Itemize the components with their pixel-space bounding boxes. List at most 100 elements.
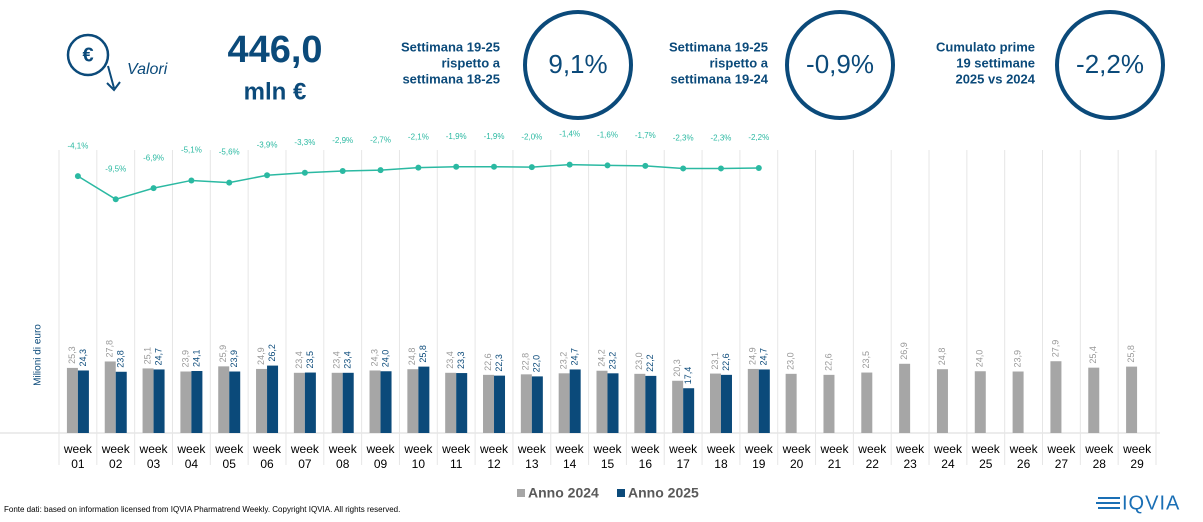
bar bbox=[683, 388, 695, 433]
data-label: 23,3 bbox=[456, 352, 466, 370]
kpi-label: Cumulato prime bbox=[936, 39, 1035, 54]
bar bbox=[1088, 367, 1100, 433]
data-label: 24,7 bbox=[570, 348, 580, 366]
bar bbox=[418, 366, 430, 433]
bar bbox=[1126, 366, 1138, 433]
line-point bbox=[566, 161, 573, 168]
data-label: 25,8 bbox=[418, 345, 428, 363]
bar bbox=[1012, 371, 1024, 433]
line-point bbox=[604, 162, 611, 169]
x-tick-label: week 23 bbox=[895, 442, 925, 471]
data-label: 23,9 bbox=[1012, 350, 1022, 368]
x-tick-label: week 26 bbox=[1009, 442, 1039, 471]
line-point bbox=[112, 196, 119, 203]
bar bbox=[256, 368, 268, 433]
data-label: -1,6% bbox=[597, 131, 618, 140]
bar bbox=[293, 372, 305, 433]
x-tick-label: week 03 bbox=[139, 442, 169, 471]
data-label: 27,8 bbox=[105, 340, 115, 358]
bar bbox=[369, 370, 381, 433]
bar bbox=[823, 374, 835, 433]
bar bbox=[747, 368, 759, 433]
data-label: 24,7 bbox=[153, 348, 163, 366]
data-label: 25,9 bbox=[218, 345, 228, 363]
bar bbox=[142, 368, 154, 433]
x-tick-label: week 28 bbox=[1084, 442, 1114, 471]
data-label: 23,9 bbox=[229, 350, 239, 368]
line-point bbox=[188, 177, 195, 184]
data-label: 24,0 bbox=[380, 350, 390, 368]
kpi-label: Settimana 19-25 bbox=[669, 39, 768, 54]
line-point bbox=[453, 163, 460, 170]
bar bbox=[709, 373, 721, 433]
line-point bbox=[491, 163, 498, 170]
bar bbox=[407, 369, 419, 433]
data-label: 23,1 bbox=[710, 352, 720, 370]
bar bbox=[267, 365, 279, 433]
logo-lines bbox=[1096, 497, 1120, 509]
bar bbox=[153, 369, 165, 433]
bar bbox=[494, 375, 506, 433]
bar bbox=[785, 373, 797, 433]
data-label: 23,4 bbox=[445, 351, 455, 369]
bar bbox=[1050, 361, 1062, 433]
x-tick-label: week 22 bbox=[857, 442, 887, 471]
data-label: 24,8 bbox=[937, 348, 947, 366]
data-label: 25,3 bbox=[67, 346, 77, 364]
data-label: 23,4 bbox=[343, 351, 353, 369]
x-tick-label: week 10 bbox=[403, 442, 433, 471]
bar bbox=[936, 369, 948, 433]
down-arrow bbox=[106, 65, 121, 92]
logo: IQVIA bbox=[1096, 492, 1179, 514]
data-label: 26,9 bbox=[899, 342, 909, 360]
data-label: 25,4 bbox=[1088, 346, 1098, 364]
bar bbox=[607, 373, 619, 433]
data-label: -6,9% bbox=[143, 153, 164, 162]
data-label: -2,9% bbox=[332, 136, 353, 145]
data-label: 24,9 bbox=[256, 347, 266, 365]
data-label: 22,6 bbox=[483, 353, 493, 371]
legend: Anno 2024 Anno 2025 bbox=[517, 485, 699, 501]
data-label: 22,6 bbox=[721, 353, 731, 371]
bar bbox=[331, 372, 343, 433]
data-label: 24,0 bbox=[975, 350, 985, 368]
bar bbox=[66, 367, 78, 433]
kpi-label: Settimana 19-25 bbox=[401, 39, 500, 54]
x-tick-label: week 20 bbox=[782, 442, 812, 471]
data-label: 23,4 bbox=[294, 351, 304, 369]
bar bbox=[115, 371, 127, 433]
bar bbox=[899, 363, 911, 433]
line-point bbox=[528, 164, 535, 171]
x-tick-label: week 27 bbox=[1046, 442, 1076, 471]
line-point bbox=[755, 165, 762, 172]
data-label: 22,3 bbox=[494, 354, 504, 372]
bar bbox=[218, 366, 230, 433]
bar bbox=[304, 372, 316, 433]
y-axis-label: Milioni di euro bbox=[33, 324, 44, 386]
x-tick-label: week 05 bbox=[214, 442, 244, 471]
data-label: 23,9 bbox=[180, 350, 190, 368]
legend-label: Anno 2025 bbox=[628, 485, 699, 501]
data-label: 23,4 bbox=[332, 351, 342, 369]
bar bbox=[672, 380, 684, 433]
data-label: 23,8 bbox=[116, 350, 126, 368]
bar bbox=[861, 372, 873, 433]
x-tick-label: week 24 bbox=[933, 442, 963, 471]
line-point bbox=[150, 185, 157, 192]
bar bbox=[596, 370, 608, 433]
data-label: 23,5 bbox=[305, 351, 315, 369]
x-tick-label: week 14 bbox=[555, 442, 585, 471]
kpi-label: 19 settimane bbox=[956, 55, 1035, 70]
data-label: -2,2% bbox=[748, 133, 769, 142]
x-tick-label: week 07 bbox=[290, 442, 320, 471]
data-label: 22,0 bbox=[532, 355, 542, 373]
data-label: -2,3% bbox=[711, 134, 732, 143]
data-label: 24,8 bbox=[407, 348, 417, 366]
kpi-circle bbox=[785, 10, 895, 120]
data-label: 20,3 bbox=[672, 359, 682, 377]
line-point bbox=[680, 165, 687, 172]
x-tick-label: week 15 bbox=[592, 442, 622, 471]
data-label: 23,0 bbox=[634, 352, 644, 370]
bar bbox=[191, 370, 203, 433]
x-tick-label: week 06 bbox=[252, 442, 282, 471]
